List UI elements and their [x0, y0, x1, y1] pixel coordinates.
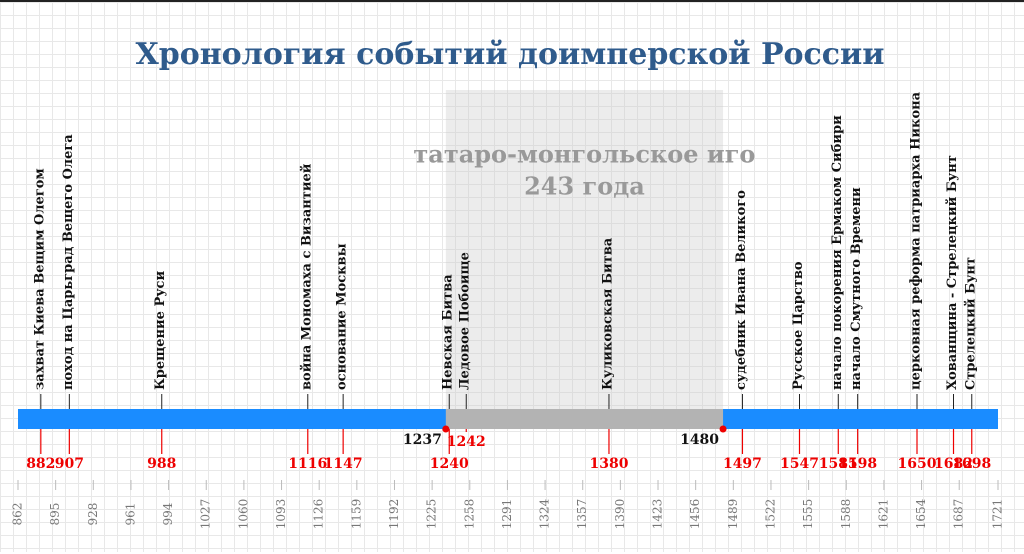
yoke-year: 1480: [680, 432, 719, 448]
event-label: Крещение Руси: [153, 271, 168, 390]
axis-tick-label: 1126: [312, 499, 326, 530]
axis-tick-label: 1654: [914, 498, 928, 529]
axis-tick-label: 1721: [991, 499, 1005, 530]
event-label: Ледовое Побоище: [458, 252, 473, 390]
event-label: война Мономаха с Византией: [299, 163, 314, 390]
axis-tick-label: 1258: [462, 499, 476, 530]
event-year: 1682: [934, 456, 973, 472]
axis-tick-label: 928: [86, 503, 100, 526]
event-label: Русское Царство: [791, 261, 806, 390]
event-year: 882: [26, 456, 55, 472]
yoke-duration: 243 года: [524, 172, 645, 201]
axis-tick-label: 1489: [726, 499, 740, 530]
yoke-point: [719, 425, 727, 433]
event-year: 1650: [898, 456, 937, 472]
yoke-bar: [445, 409, 724, 429]
yoke-year: 1237: [403, 432, 442, 448]
axis-tick-label: 1291: [500, 499, 514, 530]
axis-tick-label: 1390: [613, 499, 627, 530]
yoke-point: [442, 425, 450, 433]
axis-tick-label: 1093: [274, 499, 288, 530]
event-year: 1240: [430, 456, 469, 472]
event-year: 1547: [780, 456, 819, 472]
event-year: 1598: [838, 456, 877, 472]
event-label: Стрелецкий Бунт: [963, 257, 978, 390]
axis-tick-label: 1522: [763, 499, 777, 530]
event-label: поход на Царьград Вещего Олега: [61, 134, 76, 390]
axis-tick-label: 961: [123, 503, 137, 526]
axis-tick-label: 895: [48, 503, 62, 526]
axis-tick-label: 1687: [952, 499, 966, 530]
event-label: начало покорения Ермаком Сибири: [830, 115, 845, 390]
axis-tick-label: 1423: [651, 499, 665, 530]
event-year: 1497: [723, 456, 762, 472]
axis-tick-label: 1225: [425, 499, 439, 530]
title: Хронология событий доимперской России: [135, 37, 884, 72]
axis-tick-label: 994: [161, 502, 175, 525]
axis-tick-label: 1324: [538, 498, 552, 529]
event-label: начало Смутного Времени: [849, 187, 864, 390]
event-year: 1242: [447, 434, 486, 450]
event-label: церковная реформа патриарха Никона: [908, 91, 923, 390]
axis-tick-label: 1456: [688, 499, 702, 530]
event-label: Невская Битва: [441, 274, 456, 390]
axis-tick-label: 1588: [839, 499, 853, 530]
event-year: 1581: [819, 456, 858, 472]
yoke-title: татаро-монгольское иго: [413, 140, 755, 169]
axis-tick-label: 1027: [199, 499, 213, 530]
axis-tick-label: 1621: [876, 499, 890, 530]
event-year: 907: [55, 456, 84, 472]
event-label: судебник Ивана Великого: [734, 190, 749, 390]
axis-tick-label: 1192: [387, 499, 401, 530]
event-year: 1116: [288, 456, 327, 472]
event-year: 1147: [324, 456, 363, 472]
event-year: 988: [147, 456, 176, 472]
event-label: Куликовская Битва: [600, 237, 615, 390]
axis-tick-label: 1159: [349, 499, 363, 530]
event-label: захват Киева Вещим Олегом: [32, 168, 47, 390]
event-year: 1698: [952, 456, 991, 472]
yoke-area: [445, 90, 724, 409]
event-label: основание Москвы: [335, 243, 350, 390]
axis-tick-label: 862: [11, 503, 25, 526]
axis-tick-label: 1555: [801, 499, 815, 530]
event-year: 1380: [589, 456, 628, 472]
axis-tick-label: 1060: [236, 499, 250, 530]
event-label: Хованщина - Стрелецкий Бунт: [945, 155, 960, 390]
axis-tick-label: 1357: [575, 499, 589, 530]
